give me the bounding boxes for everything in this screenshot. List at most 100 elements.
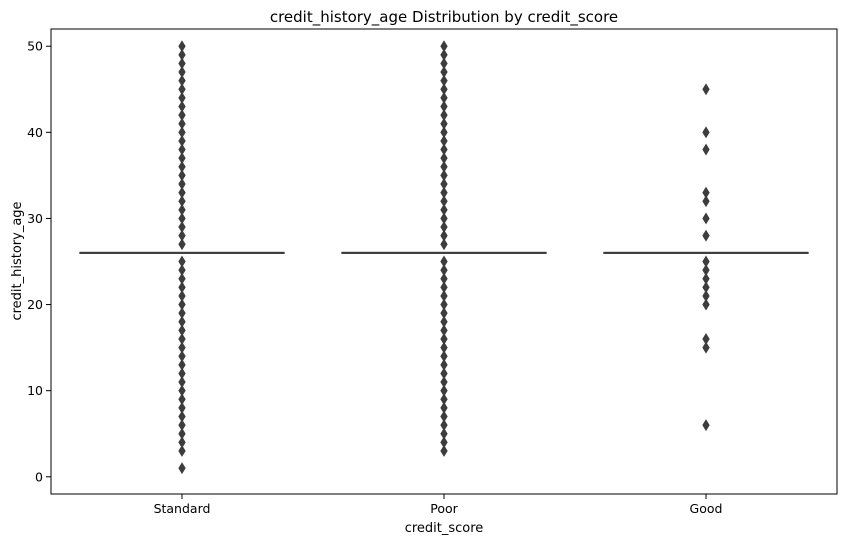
- outlier-point: [178, 350, 186, 363]
- outlier-point: [178, 419, 186, 432]
- outlier-point: [702, 255, 710, 268]
- outlier-point: [178, 83, 186, 96]
- outlier-point: [440, 66, 448, 79]
- outlier-point: [440, 221, 448, 234]
- outlier-point: [178, 126, 186, 139]
- y-axis-label: credit_history_age: [10, 201, 25, 320]
- outlier-point: [178, 264, 186, 277]
- outlier-point: [178, 212, 186, 225]
- y-tick-label: 40: [27, 125, 43, 140]
- outlier-point: [178, 109, 186, 122]
- outlier-point: [178, 393, 186, 406]
- outlier-point: [178, 358, 186, 371]
- outlier-point: [702, 341, 710, 354]
- outlier-point: [440, 109, 448, 122]
- outlier-point: [178, 221, 186, 234]
- outlier-point: [178, 367, 186, 380]
- outlier-point: [178, 401, 186, 414]
- outlier-point: [178, 333, 186, 345]
- outlier-point: [178, 307, 186, 320]
- x-tick-label: Good: [690, 501, 723, 516]
- outlier-point: [702, 83, 710, 96]
- outlier-point: [178, 238, 186, 251]
- outlier-point: [178, 281, 186, 294]
- outlier-point: [440, 367, 448, 380]
- outlier-point: [178, 289, 186, 302]
- outlier-point: [702, 229, 710, 242]
- outlier-point: [440, 40, 448, 53]
- outlier-point: [440, 134, 448, 147]
- outlier-point: [440, 203, 448, 216]
- outlier-point: [178, 341, 186, 354]
- outlier-point: [440, 333, 448, 345]
- outlier-point: [702, 333, 710, 345]
- outlier-point: [178, 57, 186, 70]
- outlier-point: [178, 203, 186, 216]
- outlier-point: [440, 281, 448, 294]
- outlier-point: [702, 289, 710, 302]
- outlier-point: [178, 376, 186, 389]
- outlier-point: [440, 48, 448, 61]
- outlier-point: [178, 134, 186, 147]
- outlier-point: [178, 195, 186, 208]
- y-tick-label: 30: [27, 211, 43, 226]
- chart-title: credit_history_age Distribution by credi…: [270, 8, 618, 27]
- plot-area: 0 10 20 30 40 50 Standard Poor Good: [27, 39, 809, 516]
- outlier-point: [178, 186, 186, 199]
- outlier-point: [178, 427, 186, 440]
- outlier-point: [178, 298, 186, 311]
- outlier-point: [440, 195, 448, 208]
- outlier-point: [702, 143, 710, 156]
- outlier-point: [440, 341, 448, 354]
- outlier-point: [178, 315, 186, 328]
- outlier-point: [702, 298, 710, 311]
- outlier-point: [702, 281, 710, 294]
- outlier-point: [702, 126, 710, 139]
- outlier-point: [440, 212, 448, 225]
- outlier-point: [440, 264, 448, 277]
- outlier-point: [178, 152, 186, 165]
- outlier-point: [178, 91, 186, 104]
- outlier-point: [440, 307, 448, 320]
- outlier-point: [440, 83, 448, 96]
- outlier-point: [178, 40, 186, 53]
- outlier-point: [440, 186, 448, 199]
- outlier-point: [178, 48, 186, 61]
- outlier-point: [178, 444, 186, 457]
- outlier-point: [702, 272, 710, 285]
- outlier-point: [440, 100, 448, 113]
- outlier-point: [702, 195, 710, 208]
- outlier-point: [440, 57, 448, 70]
- outlier-point: [440, 178, 448, 190]
- outlier-point: [178, 169, 186, 182]
- outlier-point: [440, 289, 448, 302]
- outlier-point: [178, 74, 186, 87]
- outlier-point: [440, 350, 448, 363]
- outlier-point: [440, 410, 448, 423]
- outlier-point: [440, 143, 448, 156]
- outlier-point: [178, 178, 186, 190]
- outlier-point: [440, 117, 448, 130]
- x-tick-label: Poor: [430, 501, 458, 516]
- outlier-point: [178, 117, 186, 130]
- outlier-point: [702, 419, 710, 432]
- outlier-point: [702, 264, 710, 277]
- outlier-point: [178, 462, 186, 475]
- outlier-point: [440, 126, 448, 139]
- outlier-point: [440, 238, 448, 251]
- outlier-point: [440, 427, 448, 440]
- outlier-point: [440, 436, 448, 449]
- outlier-point: [440, 358, 448, 371]
- outlier-point: [702, 186, 710, 199]
- axes-frame: [50, 28, 838, 495]
- outlier-point: [178, 436, 186, 449]
- outlier-point: [440, 419, 448, 432]
- outlier-point: [178, 255, 186, 268]
- y-tick-label: 50: [27, 39, 43, 54]
- x-axis-label: credit_score: [405, 521, 484, 536]
- outlier-point: [440, 160, 448, 173]
- outlier-point: [178, 384, 186, 397]
- outlier-point: [440, 401, 448, 414]
- outlier-point: [440, 376, 448, 389]
